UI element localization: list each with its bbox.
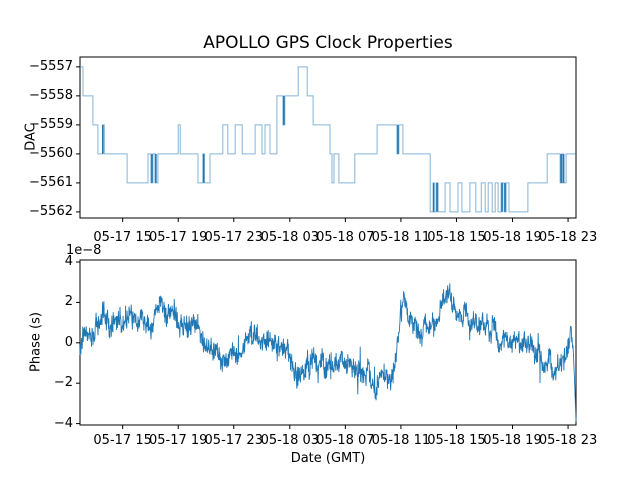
y-tick-label: −5558 <box>29 87 73 103</box>
chart-title: APOLLO GPS Clock Properties <box>203 33 453 53</box>
x-tick-label: 05-17 23 <box>204 230 263 245</box>
y-tick-label: −5562 <box>29 203 73 219</box>
x-tick-label: 05-18 11 <box>371 230 431 245</box>
x-tick-label: 05-18 07 <box>316 433 375 448</box>
y-tick-label: −2 <box>53 375 73 391</box>
date-axis-label: Date (GMT) <box>290 451 366 466</box>
x-tick-label: 05-18 03 <box>260 433 320 448</box>
x-tick-label: 05-18 23 <box>538 433 598 448</box>
x-tick-label: 05-18 19 <box>483 230 542 245</box>
phase-noise-line <box>79 283 577 422</box>
x-tick-label: 05-18 23 <box>538 230 598 245</box>
dac-step-line <box>80 66 576 213</box>
y-tick-label: 0 <box>64 334 73 350</box>
y-tick-label: −5561 <box>29 174 73 190</box>
y-offset-exponent-label: 1e−8 <box>66 243 102 258</box>
x-tick-label: 05-17 19 <box>148 433 208 448</box>
x-tick-label: 05-18 19 <box>483 433 542 448</box>
x-tick-label: 05-18 11 <box>371 433 431 448</box>
x-tick-label: 05-17 19 <box>148 230 208 245</box>
y-tick-label: 2 <box>64 294 73 310</box>
x-tick-label: 05-18 15 <box>427 230 486 245</box>
y-tick-label: −5559 <box>29 116 73 132</box>
x-tick-label: 05-18 15 <box>427 433 486 448</box>
y-tick-label: −5557 <box>29 58 73 74</box>
x-tick-label: 05-18 07 <box>316 230 375 245</box>
x-tick-label: 05-17 15 <box>93 433 152 448</box>
x-tick-label: 05-17 23 <box>204 433 263 448</box>
x-tick-label: 05-17 15 <box>93 230 152 245</box>
x-tick-label: 05-18 03 <box>260 230 320 245</box>
y-tick-label: −5560 <box>29 145 73 161</box>
y-tick-label: 4 <box>64 254 73 270</box>
y-tick-label: −4 <box>53 415 73 431</box>
